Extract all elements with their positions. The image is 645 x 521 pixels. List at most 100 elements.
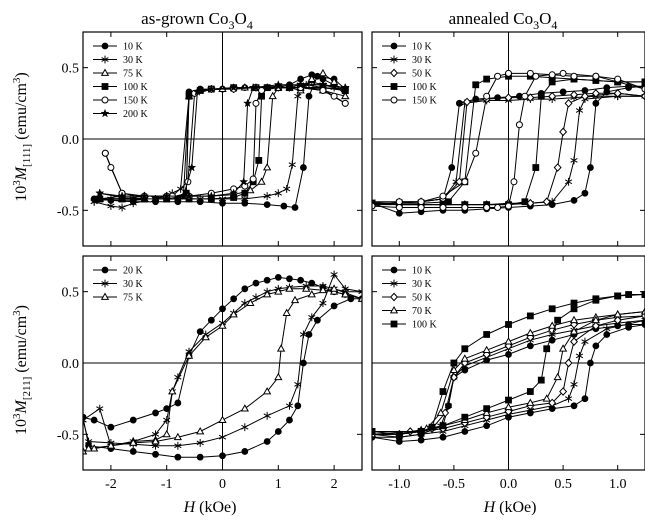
- data-point: [570, 196, 578, 204]
- data-point: [246, 185, 255, 194]
- legend-marker: [390, 292, 398, 302]
- series-150-k: [372, 69, 645, 211]
- legend-label: 10 K: [123, 42, 144, 53]
- data-point: [330, 270, 338, 279]
- data-point: [184, 351, 194, 359]
- data-point: [526, 388, 534, 395]
- data-point: [483, 75, 491, 83]
- legend-label: 150 K: [412, 96, 438, 107]
- data-point: [139, 191, 149, 200]
- data-point: [258, 86, 266, 94]
- data-point: [548, 78, 556, 86]
- legend-marker: [390, 320, 398, 328]
- data-point: [240, 404, 249, 412]
- data-point: [564, 177, 573, 186]
- data-point: [521, 198, 529, 206]
- data-point: [553, 372, 562, 381]
- legend-marker: [101, 266, 109, 274]
- data-point: [285, 401, 294, 410]
- data-point: [241, 189, 249, 197]
- data-point: [218, 433, 227, 442]
- data-point: [196, 453, 204, 461]
- data-point: [504, 337, 513, 345]
- data-point: [263, 438, 271, 445]
- data-point: [162, 194, 172, 203]
- data-point: [548, 305, 556, 313]
- data-point: [307, 74, 316, 82]
- legend-label: 100 K: [412, 82, 438, 93]
- data-point: [294, 402, 302, 410]
- data-point: [329, 284, 339, 292]
- data-point: [372, 202, 376, 210]
- data-point: [319, 299, 327, 307]
- data-point: [248, 82, 258, 92]
- data-point: [505, 396, 512, 404]
- series-10-k: [372, 82, 645, 217]
- data-point: [395, 198, 403, 206]
- series-50-k: [372, 89, 645, 209]
- plot-frame: [371, 255, 645, 471]
- legend-label: 200 K: [123, 109, 149, 120]
- legend-label: 10 K: [412, 42, 433, 53]
- legend-marker: [100, 68, 110, 76]
- data-point: [196, 427, 205, 435]
- panel-bottom-right: -1.0 -0.5 0.0 0.5 1.0 10 K 30 K 50 K 70 K 100 K: [371, 255, 645, 492]
- data-point: [483, 92, 491, 100]
- data-point: [84, 437, 93, 446]
- data-point: [84, 444, 93, 452]
- data-point: [263, 192, 271, 200]
- data-point: [625, 291, 633, 298]
- data-point: [118, 203, 126, 212]
- data-point: [288, 160, 296, 169]
- y-axis-label-top: 103M[111] (emu/cm3): [11, 72, 33, 202]
- data-point: [206, 84, 216, 93]
- data-point: [472, 149, 480, 157]
- data-point: [439, 192, 447, 200]
- x-tick-label: 1: [275, 477, 282, 492]
- data-point: [603, 324, 611, 333]
- data-point: [558, 344, 568, 352]
- series-200-k: [95, 79, 350, 203]
- legend-label: 75 K: [123, 293, 144, 304]
- data-point: [575, 351, 584, 360]
- data-point: [570, 72, 578, 80]
- data-point: [592, 296, 600, 304]
- data-point: [262, 163, 272, 171]
- data-point: [96, 404, 104, 413]
- data-point: [263, 411, 271, 420]
- legend-marker: [390, 96, 398, 104]
- data-point: [581, 189, 589, 197]
- data-point: [107, 423, 115, 431]
- legend-marker: [389, 306, 399, 314]
- data-point: [641, 85, 645, 93]
- hysteresis-branch-up: [99, 84, 346, 197]
- data-point: [526, 69, 534, 77]
- data-point: [460, 354, 469, 362]
- data-point: [196, 438, 204, 447]
- data-point: [570, 337, 578, 346]
- data-point: [152, 409, 159, 417]
- data-point: [246, 298, 255, 306]
- data-point: [230, 295, 238, 303]
- data-point: [268, 91, 277, 100]
- panel-bottom-left: -2 -1 0 1 2 -0.5 0.0 0.5 20 K 30 K 75 K: [57, 255, 363, 492]
- data-point: [613, 89, 622, 98]
- data-point: [625, 323, 633, 331]
- data-point: [308, 313, 316, 322]
- data-point: [482, 408, 491, 416]
- data-point: [274, 287, 283, 295]
- plot-frame: [371, 31, 645, 247]
- legend-label: 100 K: [412, 320, 438, 331]
- data-point: [286, 275, 293, 283]
- data-point: [641, 321, 645, 328]
- data-point: [357, 294, 362, 302]
- data-point: [313, 316, 321, 324]
- data-point: [591, 315, 601, 324]
- legend-marker: [390, 83, 398, 90]
- series-75-k: [83, 284, 362, 455]
- hysteresis-branch-down: [83, 285, 362, 447]
- data-point: [173, 432, 183, 441]
- column-title-as-grown: as-grown Co3O4: [141, 9, 253, 32]
- data-point: [241, 299, 249, 307]
